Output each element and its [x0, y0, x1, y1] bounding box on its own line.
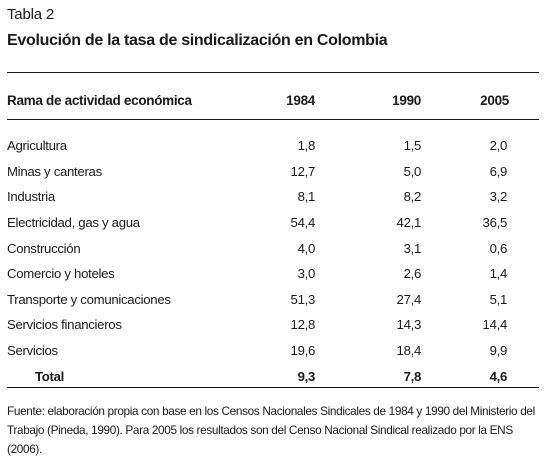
- row-name: Electricidad, gas y agua: [7, 215, 140, 231]
- cell-1984: 12,8: [290, 317, 316, 333]
- cell-1990: 3,1: [403, 240, 422, 256]
- cell-1990: 18,4: [396, 343, 422, 359]
- table-row: Servicios financieros 12,8 14,3 14,4: [7, 312, 539, 338]
- header-row: Rama de actividad económica 1984 1990 20…: [7, 82, 539, 118]
- cell-1990: 5,0: [403, 163, 422, 179]
- row-name: Industria: [7, 189, 55, 205]
- table-row: Servicios 19,6 18,4 9,9: [7, 338, 539, 364]
- table-row: Minas y canteras 12,7 5,0 6,9: [7, 159, 539, 185]
- table-row: Comercio y hoteles 3,0 2,6 1,4: [7, 261, 539, 287]
- cell-2005: 2,0: [489, 138, 508, 154]
- cell-1990: 42,1: [396, 215, 422, 231]
- cell-2005: 1,4: [489, 266, 508, 282]
- source-footnote: Fuente: elaboración propia con base en l…: [7, 402, 546, 459]
- table-row: Agricultura 1,8 1,5 2,0: [7, 133, 539, 159]
- cell-2005: 36,5: [482, 215, 508, 231]
- cell-1984: 3,0: [297, 266, 316, 282]
- table-title: Evolución de la tasa de sindicalización …: [7, 32, 388, 49]
- row-name: Transporte y comunicaciones: [7, 291, 171, 307]
- header-year-1984: 1984: [286, 92, 315, 108]
- header-year-2005: 2005: [480, 92, 509, 108]
- bottom-rule: [7, 387, 539, 388]
- table-row: Industria 8,1 8,2 3,2: [7, 184, 539, 210]
- total-label: Total: [35, 368, 65, 384]
- cell-1990: 2,6: [403, 266, 422, 282]
- cell-1990: 27,4: [396, 291, 422, 307]
- footnote-line-1: Fuente: elaboración propia con base en l…: [7, 404, 535, 418]
- total-1984: 9,3: [297, 368, 316, 384]
- table-row: Electricidad, gas y agua 54,4 42,1 36,5: [7, 210, 539, 236]
- row-name: Minas y canteras: [7, 163, 102, 179]
- cell-2005: 9,9: [489, 343, 508, 359]
- footnote-line-2: Trabajo (Pineda, 1990). Para 2005 los re…: [7, 423, 513, 456]
- cell-1984: 51,3: [290, 291, 316, 307]
- cell-2005: 0,6: [489, 240, 508, 256]
- table-row: Construcción 4,0 3,1 0,6: [7, 235, 539, 261]
- total-2005: 4,6: [489, 368, 508, 384]
- header-category: Rama de actividad económica: [7, 92, 192, 108]
- cell-1984: 54,4: [290, 215, 316, 231]
- cell-1984: 19,6: [290, 343, 316, 359]
- cell-1990: 8,2: [403, 189, 422, 205]
- cell-1990: 1,5: [403, 138, 422, 154]
- row-name: Servicios: [7, 343, 58, 359]
- cell-1984: 12,7: [290, 163, 316, 179]
- row-name: Servicios financieros: [7, 317, 122, 333]
- total-1990: 7,8: [403, 368, 422, 384]
- row-name: Construcción: [7, 240, 81, 256]
- row-name: Agricultura: [7, 138, 67, 154]
- cell-2005: 6,9: [489, 163, 508, 179]
- cell-1990: 14,3: [396, 317, 422, 333]
- table-label: Tabla 2: [7, 6, 54, 23]
- cell-2005: 14,4: [482, 317, 508, 333]
- top-rule: [7, 72, 539, 73]
- cell-1984: 4,0: [297, 240, 316, 256]
- cell-1984: 1,8: [297, 138, 316, 154]
- header-year-1990: 1990: [392, 92, 421, 108]
- row-name: Comercio y hoteles: [7, 266, 115, 282]
- header-rule: [7, 119, 539, 120]
- cell-2005: 5,1: [489, 291, 508, 307]
- cell-1984: 8,1: [297, 189, 316, 205]
- data-table: Rama de actividad económica 1984 1990 20…: [7, 82, 539, 389]
- total-row: Total 9,3 7,8 4,6: [7, 363, 539, 389]
- table-row: Transporte y comunicaciones 51,3 27,4 5,…: [7, 287, 539, 313]
- cell-2005: 3,2: [489, 189, 508, 205]
